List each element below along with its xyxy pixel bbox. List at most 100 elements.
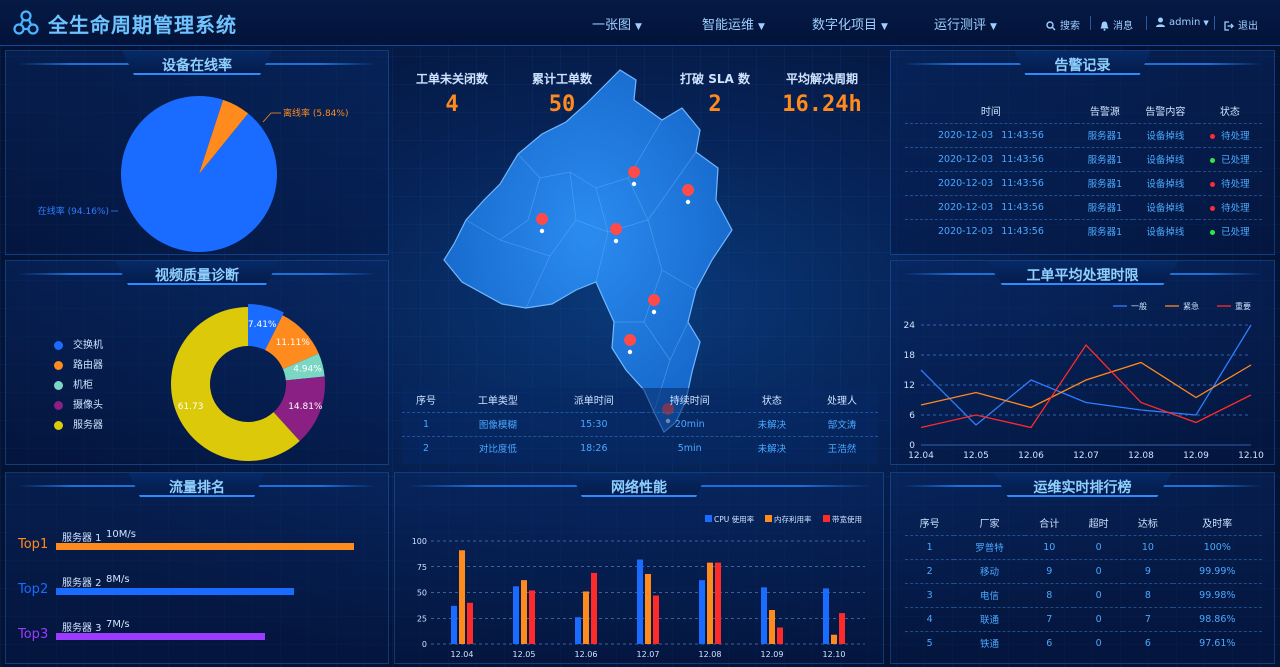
table-row[interactable]: 1 罗普特 10 0 10 100% <box>905 534 1262 559</box>
table-cell: 10 <box>1123 534 1173 559</box>
table-cell: 郜文涛 <box>806 411 878 436</box>
table-header-cell: 处理人 <box>827 396 858 408</box>
bell-icon <box>1100 21 1109 31</box>
table-row[interactable]: 2020-12-03 11:43:56 服务器1 设备掉线 已处理 <box>905 146 1262 171</box>
alarm-status-cell: 待处理 <box>1197 170 1262 195</box>
nav-evaluation[interactable]: 运行测评 ▼ <box>934 14 997 33</box>
x-tick-label: 12.04 <box>451 650 474 659</box>
map-pin-icon <box>536 213 549 237</box>
nav-smart-ops[interactable]: 智能运维 ▼ <box>702 14 765 33</box>
chevron-down-icon: ▼ <box>881 22 888 32</box>
table-header-cell: 状态 <box>761 396 782 408</box>
online-pie-chart: 离线率 (5.84%) 在线率 (94.16%) <box>38 95 348 253</box>
panel-title: 运维实时排行榜 <box>993 473 1172 497</box>
table-row[interactable]: 2 移动 9 0 9 99.99% <box>905 558 1262 583</box>
table-header-cell: 持续时间 <box>669 396 710 408</box>
nav-map[interactable]: 一张图 ▼ <box>592 14 642 33</box>
ticket-time-panel: 工单平均处理时限 0 6 12 18 24 12.04 12.05 12.06 12.07 12.… <box>890 260 1275 465</box>
alarm-time: 11:43:56 <box>1001 201 1044 213</box>
legend-dot <box>54 420 63 430</box>
alarm-time-cell: 2020-12-03 11:43:56 <box>905 170 1077 195</box>
table-cell: 100% <box>1172 534 1262 559</box>
alarm-time: 11:43:56 <box>1001 177 1044 189</box>
stat-label-sla: 打破 SLA 数 <box>680 72 750 86</box>
logout-button[interactable]: 退出 <box>1224 17 1258 32</box>
table-cell: 6 <box>1123 630 1173 655</box>
table-header-cell: 厂家 <box>979 519 1000 531</box>
user-icon <box>1156 17 1165 27</box>
table-cell: 8 <box>1024 582 1074 607</box>
panel-title: 视频质量诊断 <box>115 261 279 285</box>
stat-label-total-tickets: 累计工单数 <box>531 72 592 86</box>
search-button[interactable]: 搜索 <box>1046 17 1080 32</box>
alarm-time-cell: 2020-12-03 11:43:56 <box>905 218 1077 243</box>
table-header-cell: 时间 <box>980 107 1001 119</box>
donut-slice-label: 14.81% <box>288 402 323 412</box>
table-row[interactable]: 2020-12-03 11:43:56 服务器1 设备掉线 已处理 <box>905 218 1262 243</box>
bar <box>707 562 713 644</box>
x-tick-label: 12.05 <box>963 451 989 461</box>
rank-server-value: 10M/s <box>106 529 136 540</box>
status-dot-icon <box>1210 230 1216 236</box>
bar <box>645 573 651 644</box>
map-pin-icon <box>628 166 641 190</box>
stat-label-avg-cycle: 平均解决周期 <box>785 72 858 86</box>
nav-digital-project[interactable]: 数字化项目 ▼ <box>812 14 888 33</box>
messages-button[interactable]: 消息 <box>1100 17 1133 32</box>
status-dot-icon <box>1210 134 1216 139</box>
alarm-status-cell: 待处理 <box>1197 122 1262 147</box>
table-cell: 20min <box>641 411 738 436</box>
table-row[interactable]: 1 图像模糊 15:30 20min 未解决 郜文涛 <box>402 411 878 436</box>
legend-label: 重要 <box>1235 301 1251 311</box>
ops-rank-table: 序号 厂家 合计 超时 达标 及时率 1 罗普特 10 0 10 100% 2 移动 9 0 9 99.99% 3… <box>905 511 1262 655</box>
table-row[interactable]: 2 对比度低 18:26 5min 未解决 王浩然 <box>402 435 878 460</box>
y-tick-label: 18 <box>904 351 916 361</box>
online-rate-panel: 设备在线率 离线率 (5.84%) 在线率 (94.16%) <box>5 50 389 255</box>
table-row[interactable]: 2020-12-03 11:43:56 服务器1 设备掉线 待处理 <box>905 170 1262 195</box>
alarm-date: 2020-12-03 <box>937 225 994 237</box>
x-tick-label: 12.07 <box>637 650 660 659</box>
bar <box>529 590 535 644</box>
nav-smart-ops-label: 智能运维 <box>702 18 755 33</box>
table-cell: 9 <box>1024 558 1074 583</box>
legend-switch: 交换机 <box>54 336 103 351</box>
table-row[interactable]: 2020-12-03 11:43:56 服务器1 设备掉线 待处理 <box>905 194 1262 219</box>
table-cell: 5 <box>905 630 955 655</box>
stat-value-sla: 2 <box>708 92 722 117</box>
user-menu[interactable]: admin ▼ <box>1156 17 1209 28</box>
panel-title: 告警记录 <box>1014 51 1151 75</box>
table-cell: 电信 <box>954 582 1025 607</box>
x-tick-label: 12.06 <box>1018 451 1044 461</box>
bar <box>513 586 519 644</box>
bar <box>637 559 643 644</box>
y-tick-label: 75 <box>417 563 427 572</box>
video-donut-chart: 7.41% 11.11% 4.94% 14.81% 61.73 <box>171 304 326 461</box>
y-tick-label: 0 <box>909 441 915 451</box>
rank-label: Top1 <box>18 537 49 552</box>
table-header-cell: 状态 <box>1219 107 1240 119</box>
table-cell: 0 <box>1073 630 1124 655</box>
table-row[interactable]: 4 联通 7 0 7 98.86% <box>905 606 1262 631</box>
legend-swatch <box>705 515 712 522</box>
alarm-content-cell: 设备掉线 <box>1132 146 1198 171</box>
table-header-cell: 派单时间 <box>573 396 614 408</box>
legend-cabinet: 机柜 <box>54 376 93 391</box>
table-row[interactable]: 5 铁通 6 0 6 97.61% <box>905 630 1262 655</box>
y-tick-label: 12 <box>904 381 915 391</box>
table-cell: 罗普特 <box>954 534 1025 559</box>
alarm-time: 11:43:56 <box>1001 129 1044 141</box>
table-row[interactable]: 2020-12-03 11:43:56 服务器1 设备掉线 待处理 <box>905 122 1262 147</box>
y-tick-label: 25 <box>417 614 427 623</box>
table-header-cell: 序号 <box>919 519 940 531</box>
video-diagnosis-panel: 视频质量诊断 交换机 路由器 机柜 摄像头 服务器 7.41% 11.11% 4.9… <box>5 260 389 465</box>
alarm-time: 11:43:56 <box>1001 225 1044 237</box>
alarm-source-cell: 服务器1 <box>1076 146 1133 171</box>
table-header-cell: 告警源 <box>1089 107 1120 119</box>
bar <box>451 605 457 644</box>
table-header-cell: 合计 <box>1039 519 1060 531</box>
table-row[interactable]: 3 电信 8 0 8 99.98% <box>905 582 1262 607</box>
alarm-time-cell: 2020-12-03 11:43:56 <box>905 146 1077 171</box>
table-cell: 铁通 <box>954 630 1025 655</box>
table-cell: 4 <box>905 606 955 631</box>
table-cell: 0 <box>1073 582 1124 607</box>
